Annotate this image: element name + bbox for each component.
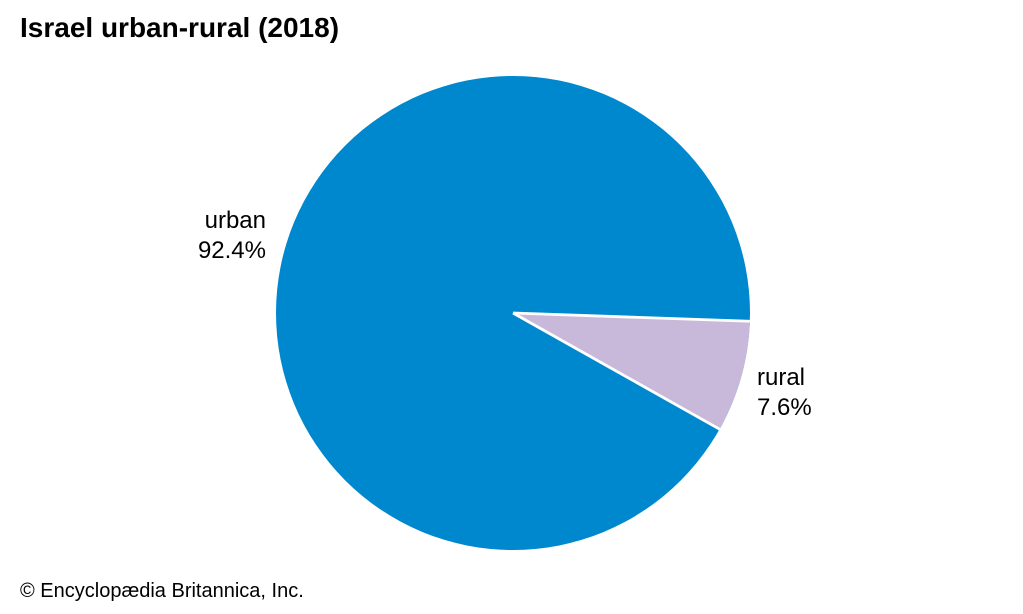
slice-separator-top xyxy=(512,311,750,323)
chart-title: Israel urban-rural (2018) xyxy=(20,12,340,43)
urban-slice-label: urban 92.4% xyxy=(198,206,266,266)
urban-slice-name: urban xyxy=(204,207,266,234)
rural-slice xyxy=(513,313,750,430)
rural-slice-label: rural 7.6% xyxy=(757,363,812,423)
urban-slice-value: 92.4% xyxy=(197,237,266,264)
rural-slice-value: 7.6% xyxy=(757,394,812,421)
copyright-notice: © Encyclopædia Britannica, Inc. xyxy=(20,580,304,602)
rural-slice-name: rural xyxy=(757,364,806,391)
slice-separator-bottom xyxy=(512,311,721,431)
